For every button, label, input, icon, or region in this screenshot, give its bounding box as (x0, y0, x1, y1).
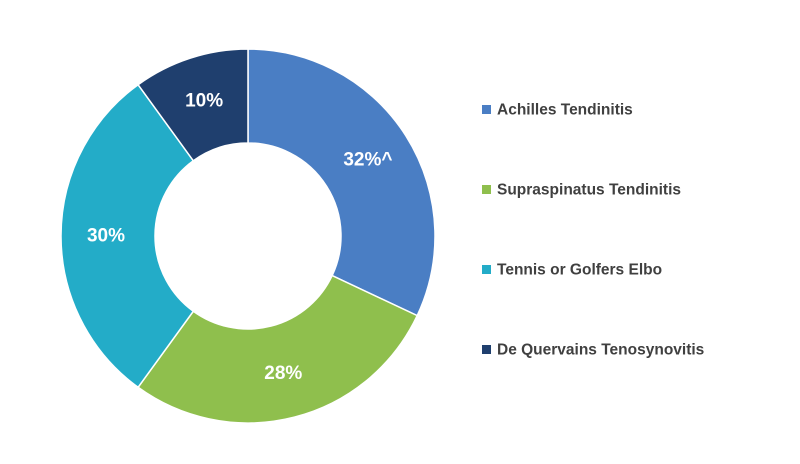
legend-label-de-quervains-tenosynovitis: De Quervains Tenosynovitis (497, 342, 704, 359)
donut-slice-de-quervains-tenosynovitis (137, 48, 249, 162)
legend-swatch-tennis-or-golfers-elbo (482, 265, 491, 274)
legend-swatch-supraspinatus-tendinitis (482, 185, 491, 194)
legend-swatch-de-quervains-tenosynovitis (482, 345, 491, 354)
legend-label-supraspinatus-tendinitis: Supraspinatus Tendinitis (497, 182, 681, 199)
donut-slice-achilles-tendinitis (247, 48, 436, 317)
donut-slice-supraspinatus-tendinitis (137, 274, 419, 424)
legend-label-tennis-or-golfers-elbo: Tennis or Golfers Elbo (497, 262, 662, 279)
slice-label-de-quervains-tenosynovitis: 10% (185, 90, 223, 111)
legend: Achilles Tendinitis Supraspinatus Tendini… (482, 102, 704, 359)
donut-slices (60, 48, 436, 424)
donut-slice-labels: 32%^ 28% 30% 10% (87, 90, 392, 384)
legend-swatch-achilles-tendinitis (482, 105, 491, 114)
slice-label-achilles-tendinitis: 32%^ (343, 149, 392, 170)
legend-label-achilles-tendinitis: Achilles Tendinitis (497, 102, 633, 119)
slice-label-tennis-or-golfers-elbo: 30% (87, 226, 125, 247)
slice-label-supraspinatus-tendinitis: 28% (264, 363, 302, 384)
donut-slice-tennis-or-golfers-elbo (60, 83, 195, 389)
